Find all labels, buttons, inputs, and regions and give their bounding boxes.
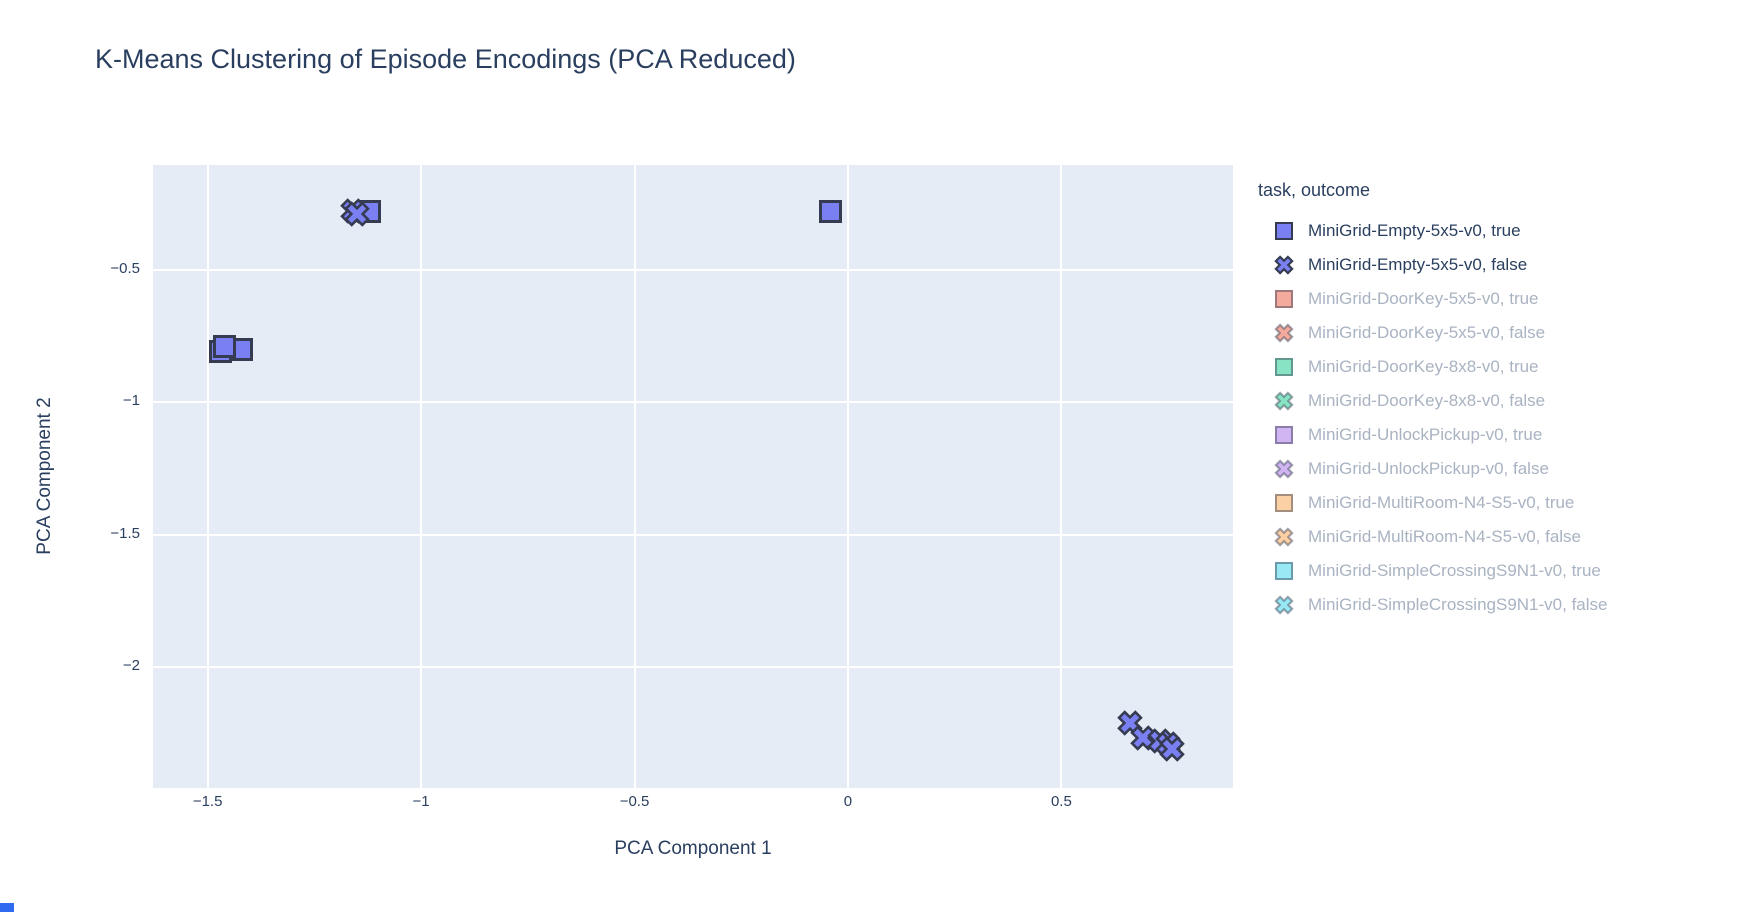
legend-item[interactable]: MiniGrid-UnlockPickup-v0, false bbox=[1258, 452, 1607, 486]
y-gridline bbox=[153, 268, 1233, 271]
legend-item-label: MiniGrid-MultiRoom-N4-S5-v0, false bbox=[1308, 527, 1582, 546]
legend-item-label: MiniGrid-UnlockPickup-v0, true bbox=[1308, 425, 1543, 444]
legend-item[interactable]: MiniGrid-SimpleCrossingS9N1-v0, true bbox=[1258, 554, 1607, 588]
y-gridline bbox=[153, 533, 1233, 536]
legend-x-icon bbox=[1272, 457, 1296, 481]
legend-item-label: MiniGrid-DoorKey-5x5-v0, true bbox=[1308, 289, 1539, 308]
legend-item[interactable]: MiniGrid-UnlockPickup-v0, true bbox=[1258, 418, 1607, 452]
x-tick-label: 0 bbox=[843, 793, 853, 810]
y-tick-label: −1.5 bbox=[110, 524, 140, 542]
legend-square-icon bbox=[1272, 287, 1296, 311]
legend-x-icon bbox=[1272, 389, 1296, 413]
legend-item[interactable]: MiniGrid-Empty-5x5-v0, false bbox=[1258, 248, 1607, 282]
legend-square-icon bbox=[1272, 491, 1296, 515]
x-gridline bbox=[206, 165, 209, 788]
x-marker-icon bbox=[1157, 734, 1187, 764]
x-tick-label: −1.5 bbox=[192, 793, 223, 810]
x-gridline bbox=[633, 165, 636, 788]
x-gridline bbox=[420, 165, 423, 788]
bottom-left-artifact bbox=[0, 903, 14, 912]
x-tick-label: −1 bbox=[412, 793, 430, 810]
chart-title: K-Means Clustering of Episode Encodings … bbox=[95, 44, 796, 74]
x-marker-icon bbox=[1128, 723, 1158, 753]
y-tick-label: −2 bbox=[122, 656, 140, 674]
legend-square-icon bbox=[1272, 559, 1296, 583]
legend-item[interactable]: MiniGrid-DoorKey-8x8-v0, false bbox=[1258, 384, 1607, 418]
legend-x-icon bbox=[1272, 525, 1296, 549]
square-marker-icon bbox=[213, 334, 237, 358]
x-tick-label: −0.5 bbox=[619, 793, 650, 810]
x-gridline bbox=[1060, 165, 1063, 788]
legend-item-label: MiniGrid-DoorKey-8x8-v0, true bbox=[1308, 357, 1539, 376]
legend-item[interactable]: MiniGrid-DoorKey-5x5-v0, false bbox=[1258, 316, 1607, 350]
legend-item[interactable]: MiniGrid-SimpleCrossingS9N1-v0, false bbox=[1258, 588, 1607, 622]
legend-x-icon bbox=[1272, 321, 1296, 345]
legend-item-label: MiniGrid-Empty-5x5-v0, false bbox=[1308, 255, 1528, 274]
legend-square-icon bbox=[1272, 219, 1296, 243]
y-gridline bbox=[153, 401, 1233, 404]
legend-item-label: MiniGrid-SimpleCrossingS9N1-v0, true bbox=[1308, 561, 1601, 580]
x-axis-title: PCA Component 1 bbox=[614, 838, 772, 859]
legend-item[interactable]: MiniGrid-MultiRoom-N4-S5-v0, true bbox=[1258, 486, 1607, 520]
legend-title: task, outcome bbox=[1258, 180, 1371, 200]
legend-item[interactable]: MiniGrid-MultiRoom-N4-S5-v0, false bbox=[1258, 520, 1607, 554]
legend-item-label: MiniGrid-SimpleCrossingS9N1-v0, false bbox=[1308, 595, 1608, 614]
legend: task, outcome MiniGrid-Empty-5x5-v0, tru… bbox=[1258, 180, 1607, 622]
legend-x-icon bbox=[1272, 253, 1296, 277]
legend-item[interactable]: MiniGrid-DoorKey-8x8-v0, true bbox=[1258, 350, 1607, 384]
legend-square-icon bbox=[1272, 355, 1296, 379]
square-marker-icon bbox=[819, 199, 843, 223]
y-tick-label: −0.5 bbox=[110, 259, 140, 277]
y-axis-title: PCA Component 2 bbox=[34, 397, 55, 555]
legend-item-label: MiniGrid-UnlockPickup-v0, false bbox=[1308, 459, 1549, 478]
x-marker-icon bbox=[342, 199, 372, 229]
legend-x-icon bbox=[1272, 593, 1296, 617]
legend-square-icon bbox=[1272, 423, 1296, 447]
plot-area[interactable] bbox=[153, 165, 1233, 788]
legend-item-label: MiniGrid-MultiRoom-N4-S5-v0, true bbox=[1308, 493, 1575, 512]
legend-item-label: MiniGrid-DoorKey-5x5-v0, false bbox=[1308, 323, 1546, 342]
y-tick-label: −1 bbox=[122, 392, 140, 410]
legend-item[interactable]: MiniGrid-DoorKey-5x5-v0, true bbox=[1258, 282, 1607, 316]
legend-item-label: MiniGrid-DoorKey-8x8-v0, false bbox=[1308, 391, 1546, 410]
y-gridline bbox=[153, 665, 1233, 668]
legend-item[interactable]: MiniGrid-Empty-5x5-v0, true bbox=[1258, 214, 1607, 248]
x-gridline bbox=[846, 165, 849, 788]
x-tick-label: 0.5 bbox=[1050, 793, 1072, 810]
legend-item-label: MiniGrid-Empty-5x5-v0, true bbox=[1308, 221, 1521, 240]
